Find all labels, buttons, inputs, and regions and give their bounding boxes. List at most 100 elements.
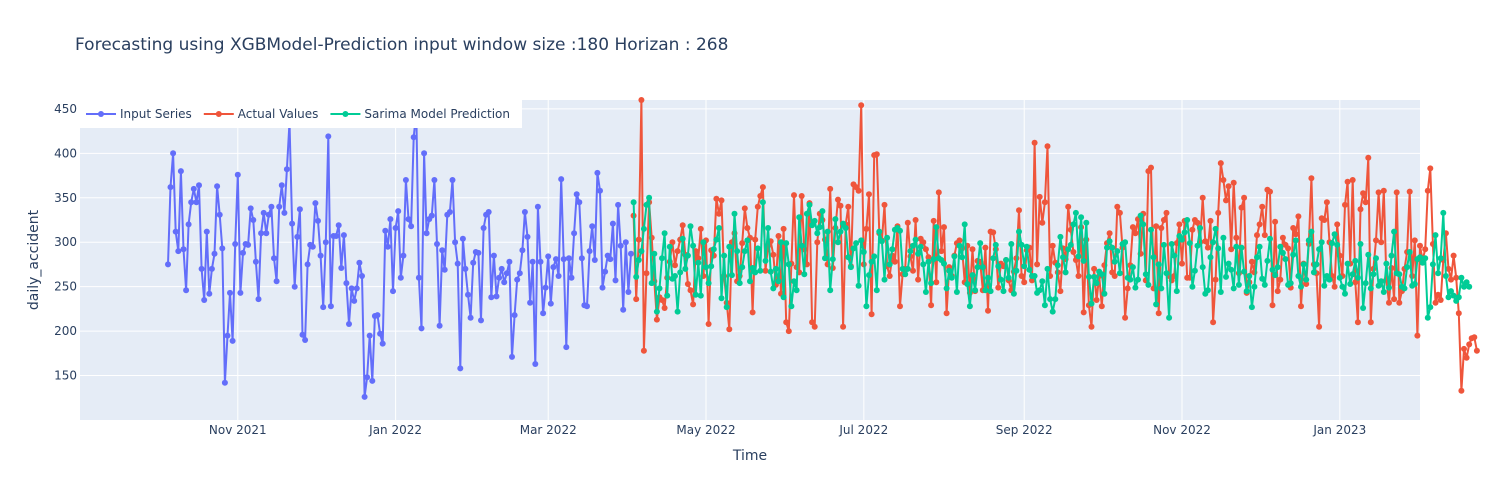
data-point	[995, 263, 1002, 270]
data-point	[734, 248, 741, 255]
data-point	[1313, 261, 1320, 268]
data-point	[690, 242, 697, 249]
data-point	[643, 201, 650, 208]
legend-label: Actual Values	[238, 107, 319, 121]
legend-swatch-marker	[342, 111, 349, 117]
data-point	[1316, 246, 1323, 253]
data-point	[446, 209, 453, 215]
data-point	[716, 225, 722, 231]
data-point	[1029, 277, 1035, 284]
data-point	[1329, 240, 1335, 247]
data-point	[1189, 283, 1196, 290]
x-tick-label: Nov 2021	[209, 423, 267, 437]
data-point	[312, 200, 319, 207]
data-point	[1184, 217, 1191, 223]
data-point	[271, 255, 277, 262]
legend-item[interactable]: Sarima Model Prediction	[330, 107, 510, 121]
data-point	[1220, 234, 1227, 241]
data-point	[1256, 243, 1263, 250]
legend-item[interactable]: Actual Values	[203, 107, 319, 121]
data-point	[990, 229, 997, 236]
data-point	[1417, 242, 1423, 249]
data-point	[1246, 273, 1253, 279]
data-point	[1272, 272, 1279, 279]
data-point	[397, 274, 404, 281]
data-point	[1241, 194, 1248, 201]
data-point	[866, 191, 872, 198]
data-point	[656, 285, 663, 292]
data-point	[1093, 297, 1100, 303]
data-point	[1080, 309, 1087, 316]
data-point	[1354, 319, 1361, 326]
data-point	[925, 254, 932, 261]
data-point	[558, 176, 565, 183]
data-point	[1199, 194, 1206, 201]
legend-swatch-marker	[215, 111, 222, 117]
data-point	[591, 257, 598, 263]
data-point	[1238, 204, 1245, 211]
data-point	[822, 255, 828, 262]
data-point	[770, 251, 777, 258]
data-point	[684, 252, 691, 259]
data-point	[361, 393, 368, 400]
data-point	[620, 306, 627, 313]
data-point	[928, 302, 935, 309]
data-point	[816, 224, 823, 231]
data-point	[185, 221, 192, 228]
data-point	[653, 316, 660, 323]
data-point	[607, 256, 614, 263]
data-point	[1155, 261, 1162, 268]
data-point	[1448, 288, 1454, 295]
data-point	[741, 248, 748, 255]
data-point	[915, 276, 922, 283]
data-point	[594, 169, 601, 176]
data-point	[1160, 217, 1167, 223]
data-point	[439, 247, 446, 254]
data-point	[1070, 249, 1077, 255]
data-point	[190, 185, 197, 192]
data-point	[765, 225, 772, 231]
data-point	[622, 239, 629, 246]
data-point	[1085, 273, 1092, 280]
data-point	[597, 187, 603, 194]
data-point	[1404, 264, 1411, 271]
data-point	[1448, 276, 1454, 283]
data-point	[638, 248, 645, 255]
data-point	[985, 307, 991, 314]
data-point	[247, 205, 254, 212]
data-point	[434, 241, 440, 247]
data-point	[612, 277, 619, 284]
y-tick-label: 250	[54, 280, 77, 294]
data-point	[1003, 257, 1010, 263]
data-point	[842, 225, 849, 231]
data-point	[904, 265, 911, 272]
data-point	[1215, 209, 1222, 216]
data-point	[866, 272, 872, 279]
data-point	[384, 243, 391, 250]
data-point	[1013, 267, 1020, 274]
data-point	[177, 168, 184, 175]
data-point	[1396, 299, 1403, 306]
data-point	[258, 230, 265, 237]
data-point	[1021, 263, 1028, 270]
data-point	[1391, 296, 1398, 303]
data-point	[1189, 226, 1196, 233]
data-point	[723, 304, 730, 311]
data-point	[1153, 301, 1160, 308]
data-point	[1344, 178, 1351, 185]
legend-item[interactable]: Input Series	[86, 107, 192, 121]
data-point	[1466, 341, 1473, 348]
data-point	[1279, 234, 1286, 241]
data-point	[928, 280, 935, 287]
data-point	[695, 255, 702, 262]
legend-label: Input Series	[120, 107, 192, 121]
data-point	[762, 267, 769, 274]
data-point	[214, 183, 221, 190]
data-point	[910, 242, 916, 249]
data-point	[920, 239, 927, 246]
data-point	[542, 284, 549, 291]
data-point	[576, 199, 583, 206]
x-tick-label: Nov 2022	[1153, 423, 1211, 437]
series-layer	[165, 97, 1480, 400]
data-point	[183, 287, 190, 294]
